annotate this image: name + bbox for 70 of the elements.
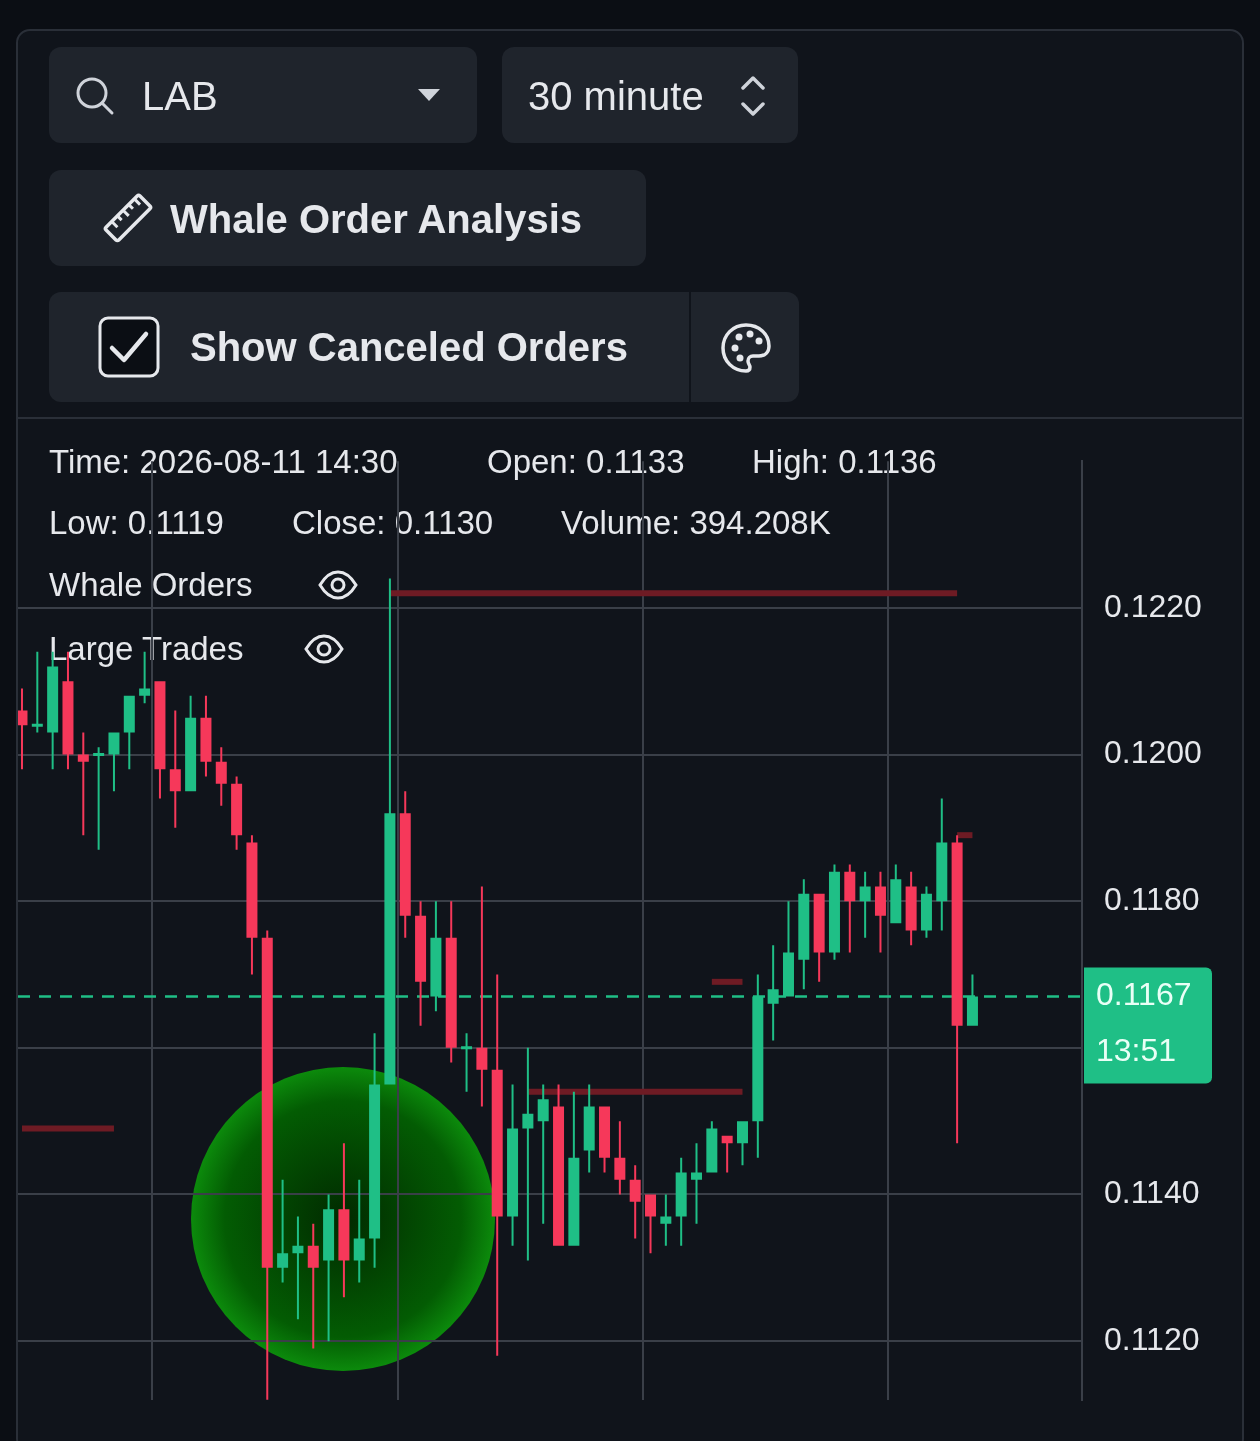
candlestick bbox=[553, 1084, 565, 1246]
candlestick bbox=[721, 1135, 733, 1173]
candlestick bbox=[890, 864, 902, 924]
candlestick bbox=[323, 1194, 335, 1342]
text: LAB bbox=[142, 74, 218, 118]
text: 30 minute bbox=[528, 74, 704, 118]
candlestick bbox=[461, 1033, 473, 1092]
candlestick bbox=[583, 1084, 595, 1173]
annotation: Low: 0.1119 bbox=[49, 503, 224, 541]
ref-line-label: 0.1167 13:51 bbox=[1096, 976, 1192, 1069]
candlestick bbox=[874, 871, 886, 953]
candlestick bbox=[660, 1194, 672, 1246]
y-tick-label: 0.1140 bbox=[1104, 1174, 1200, 1211]
candlestick bbox=[920, 886, 932, 938]
annotation: Whale Orders bbox=[49, 565, 253, 603]
candlestick bbox=[200, 695, 212, 777]
y-tick-label: 0.1180 bbox=[1104, 881, 1200, 917]
annotation: Time: 2026-08-11 14:30 bbox=[49, 442, 398, 480]
candlestick bbox=[537, 1084, 549, 1224]
annotation: Volume: 394.208K bbox=[561, 503, 831, 541]
candlestick bbox=[599, 1106, 611, 1173]
candlestick bbox=[828, 864, 840, 960]
candlestick bbox=[338, 1143, 350, 1298]
candlestick bbox=[399, 791, 411, 938]
candlestick bbox=[522, 1047, 534, 1261]
candlestick bbox=[77, 732, 89, 836]
annotation: Open: 0.1133 bbox=[487, 442, 685, 480]
candlestick bbox=[108, 732, 120, 792]
candlestick bbox=[246, 835, 258, 975]
candlestick bbox=[675, 1157, 687, 1246]
candlestick bbox=[936, 798, 948, 931]
candlestick bbox=[568, 1091, 580, 1246]
candlestick bbox=[813, 893, 825, 982]
annotation: High: 0.1136 bbox=[752, 442, 937, 480]
candlestick bbox=[629, 1165, 641, 1239]
candlestick bbox=[859, 871, 871, 938]
candlestick bbox=[154, 681, 166, 799]
candlestick bbox=[798, 879, 810, 990]
candlestick bbox=[737, 1121, 748, 1166]
candlestick bbox=[614, 1121, 626, 1195]
candlestick bbox=[415, 901, 427, 1026]
candlestick bbox=[185, 695, 197, 792]
candlestick bbox=[231, 776, 243, 850]
candlestick bbox=[445, 901, 457, 1063]
text: Show Canceled Orders bbox=[190, 325, 628, 369]
candlestick bbox=[951, 835, 963, 1144]
candlestick bbox=[292, 1216, 304, 1320]
candlestick bbox=[476, 886, 488, 1107]
candlestick bbox=[261, 930, 273, 1400]
candlestick bbox=[691, 1143, 703, 1224]
y-tick-label: 0.1200 bbox=[1104, 734, 1202, 771]
candlestick bbox=[507, 1084, 519, 1246]
candlestick bbox=[93, 747, 105, 850]
candlestick bbox=[844, 864, 856, 953]
candlestick bbox=[369, 1033, 381, 1268]
candlestick bbox=[491, 974, 503, 1356]
candlestick bbox=[645, 1194, 657, 1254]
candlestick bbox=[169, 710, 181, 828]
text: Whale Order Analysis bbox=[170, 197, 582, 241]
candlestick bbox=[31, 651, 43, 733]
y-tick-label: 0.1120 bbox=[1104, 1320, 1200, 1357]
candlestick bbox=[706, 1121, 718, 1173]
candlestick bbox=[307, 1223, 319, 1349]
candlestick bbox=[123, 695, 135, 770]
candlestick bbox=[215, 747, 227, 806]
candlestick bbox=[353, 1179, 365, 1283]
candlestick bbox=[905, 871, 917, 946]
candlestick bbox=[277, 1179, 289, 1283]
candlestick bbox=[18, 688, 28, 770]
y-tick-label: 0.1220 bbox=[1104, 587, 1202, 624]
